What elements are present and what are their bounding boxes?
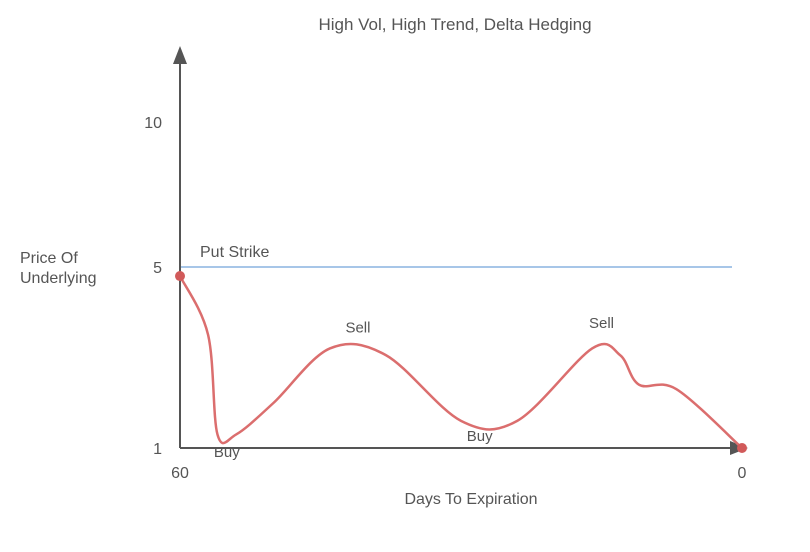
delta-hedging-chart: High Vol, High Trend, Delta Hedging 10 5 1 P… <box>0 0 810 552</box>
annotation-label: Sell <box>589 315 614 332</box>
x-axis-label: Days To Expiration <box>404 491 537 508</box>
x-tick-label: 0 <box>738 465 747 482</box>
annotation-label: Buy <box>467 428 493 445</box>
y-axis-label-1: Price Of <box>20 250 78 267</box>
x-tick-label: 60 <box>171 465 189 482</box>
chart-title: High Vol, High Trend, Delta Hedging <box>318 15 591 34</box>
start-marker-icon <box>175 271 185 281</box>
end-marker-icon <box>737 443 747 453</box>
y-tick-label: 5 <box>153 260 162 277</box>
annotation-label: Buy <box>214 444 240 461</box>
y-axis-arrow-icon <box>173 46 187 64</box>
annotation-label: Sell <box>345 320 370 337</box>
chart-svg: High Vol, High Trend, Delta Hedging 10 5 1 P… <box>0 0 810 552</box>
y-tick-label: 10 <box>144 115 162 132</box>
y-tick-label: 1 <box>153 441 162 458</box>
y-axis-label-2: Underlying <box>20 270 96 287</box>
price-curve <box>180 276 742 448</box>
put-strike-label: Put Strike <box>200 244 269 261</box>
